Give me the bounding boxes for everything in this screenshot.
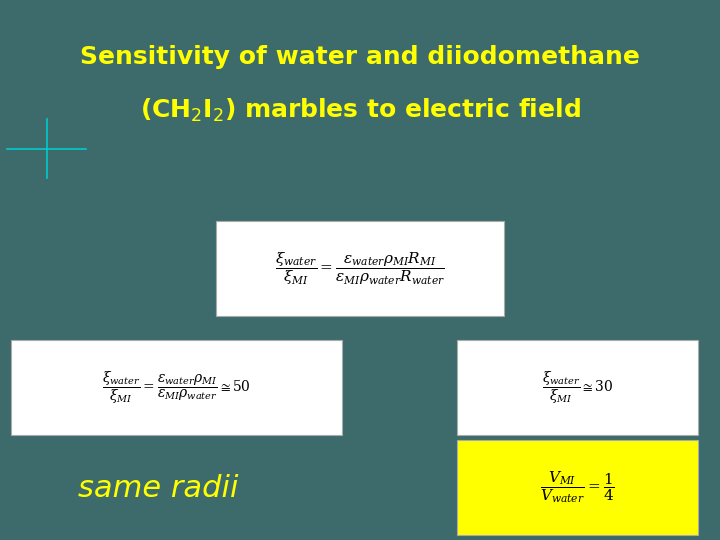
Text: same radii: same radii xyxy=(78,474,238,503)
FancyBboxPatch shape xyxy=(11,340,342,435)
FancyBboxPatch shape xyxy=(216,221,504,316)
Text: $\dfrac{\xi_{water}}{\xi_{MI}} = \dfrac{\varepsilon_{water}\rho_{MI}R_{MI}}{\var: $\dfrac{\xi_{water}}{\xi_{MI}} = \dfrac{… xyxy=(275,250,445,287)
FancyBboxPatch shape xyxy=(457,340,698,435)
FancyBboxPatch shape xyxy=(457,440,698,535)
Text: $\dfrac{\xi_{water}}{\xi_{MI}} \cong 30$: $\dfrac{\xi_{water}}{\xi_{MI}} \cong 30$ xyxy=(542,369,613,406)
Text: (CH$_2$I$_2$) marbles to electric field: (CH$_2$I$_2$) marbles to electric field xyxy=(140,97,580,124)
Text: $\dfrac{V_{MI}}{V_{water}} = \dfrac{1}{4}$: $\dfrac{V_{MI}}{V_{water}} = \dfrac{1}{4… xyxy=(541,470,615,505)
Text: Sensitivity of water and diiodomethane: Sensitivity of water and diiodomethane xyxy=(80,45,640,69)
Text: $\dfrac{\xi_{water}}{\xi_{MI}} = \dfrac{\varepsilon_{water}\rho_{MI}}{\varepsilo: $\dfrac{\xi_{water}}{\xi_{MI}} = \dfrac{… xyxy=(102,369,251,406)
